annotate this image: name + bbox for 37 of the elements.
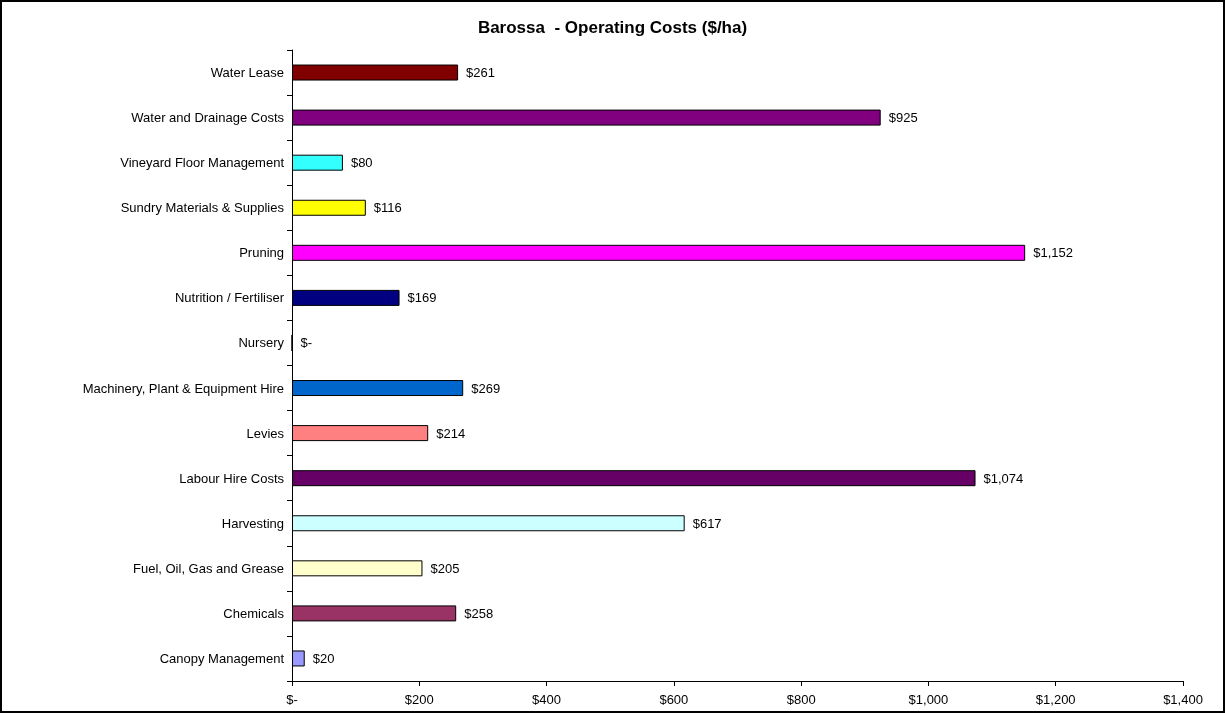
- y-tick-label: Nursery: [238, 335, 285, 351]
- y-tick-label: Harvesting: [221, 515, 284, 531]
- data-label: $214: [436, 425, 466, 441]
- data-label: $617: [692, 515, 722, 531]
- y-tick-label: Labour Hire Costs: [179, 470, 285, 486]
- data-label: $258: [464, 605, 494, 621]
- data-label: $1,152: [1033, 245, 1073, 261]
- data-label: $205: [430, 560, 460, 576]
- x-tick-label: $1,000: [908, 692, 949, 707]
- x-tick-label: $1,200: [1035, 692, 1076, 707]
- data-label: $-: [300, 335, 313, 351]
- x-tick-label: $-: [286, 692, 298, 707]
- y-tick-label: Pruning: [239, 245, 284, 261]
- x-tick-label: $600: [659, 692, 689, 707]
- data-label: $1,074: [983, 470, 1024, 486]
- y-tick-label: Canopy Management: [159, 650, 285, 666]
- data-label: $116: [373, 200, 402, 216]
- y-tick-label: Levies: [246, 425, 285, 441]
- y-tick-label: Chemicals: [223, 605, 285, 621]
- data-label: $269: [471, 380, 501, 396]
- x-tick-label: $200: [404, 692, 434, 707]
- data-label: $925: [888, 110, 918, 126]
- data-label: $261: [466, 65, 496, 81]
- y-tick-label: Machinery, Plant & Equipment Hire: [82, 380, 284, 396]
- data-label: $169: [407, 290, 437, 306]
- x-tick-label: $1,400: [1163, 692, 1203, 707]
- y-tick-label: Water Lease: [210, 65, 284, 81]
- x-tick-label: $400: [532, 692, 562, 707]
- x-tick-label: $800: [786, 692, 816, 707]
- y-tick-label: Water and Drainage Costs: [131, 110, 285, 126]
- chart-title: Barossa - Operating Costs ($/ha): [477, 18, 748, 37]
- y-tick-label: Sundry Materials & Supplies: [120, 200, 285, 216]
- y-tick-label: Fuel, Oil, Gas and Grease: [132, 560, 284, 576]
- data-label: $80: [350, 155, 373, 171]
- data-label: $20: [312, 650, 335, 666]
- y-tick-label: Vineyard Floor Management: [120, 155, 285, 171]
- y-tick-label: Nutrition / Fertiliser: [174, 290, 285, 306]
